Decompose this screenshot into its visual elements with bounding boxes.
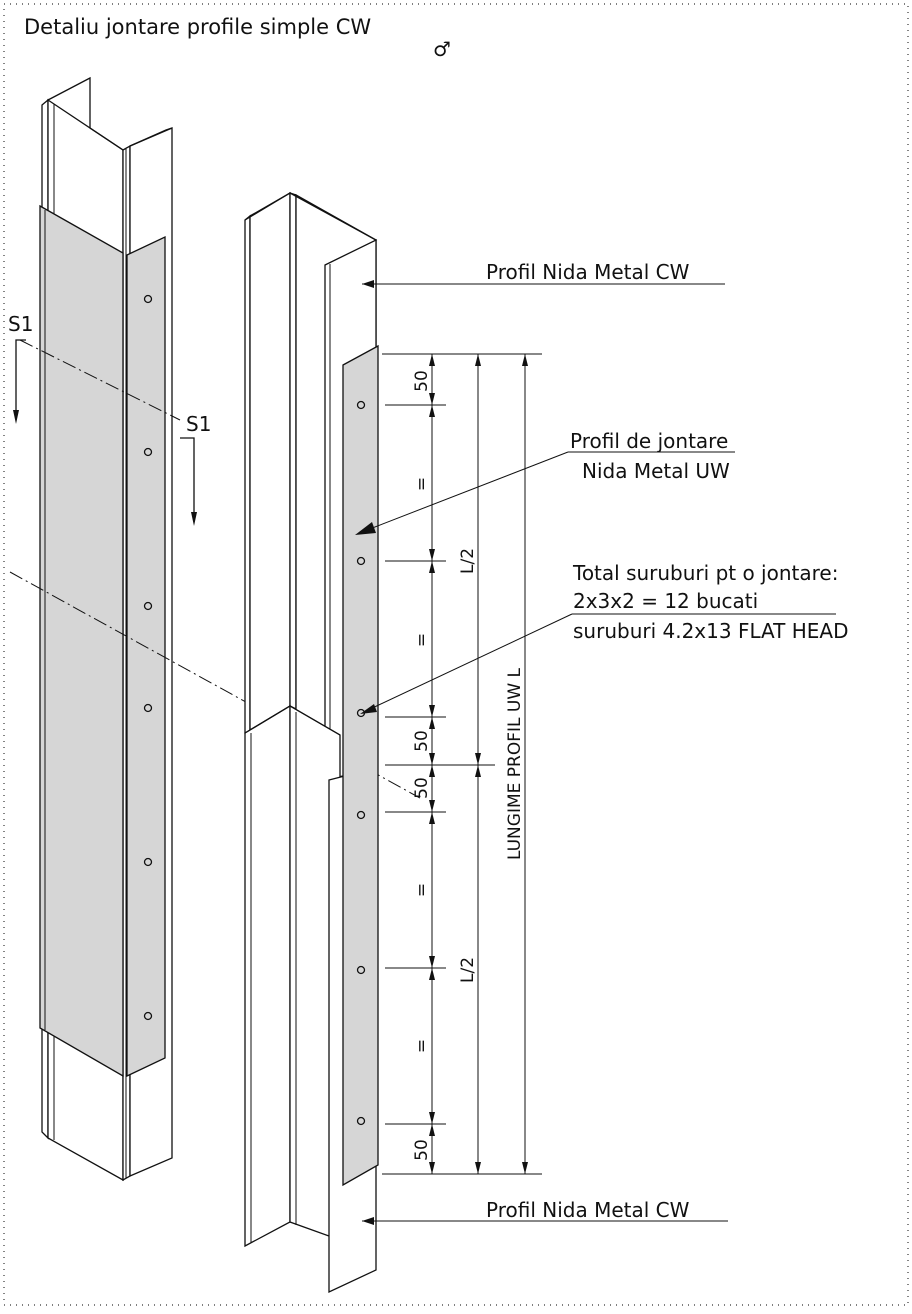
screw — [143, 857, 153, 867]
screw — [143, 601, 153, 611]
dim-edge-bottom: 50 — [412, 1139, 432, 1161]
left-joint-plate-front — [39, 204, 124, 1078]
screw — [143, 447, 153, 457]
label-joint-line2: Nida Metal UW — [582, 459, 730, 483]
screw — [356, 556, 366, 566]
label-screws-line1: Total suruburi pt o jontare: — [572, 561, 838, 585]
screw — [356, 400, 366, 410]
section-line — [19, 339, 181, 421]
dim-equal-3: = — [412, 883, 432, 897]
right-screws — [356, 400, 366, 1126]
dim-edge-top: 50 — [412, 370, 432, 392]
screw — [143, 1011, 153, 1021]
label-joint-line1: Profil de jontare — [570, 429, 728, 453]
screw — [143, 703, 153, 713]
dim-equal-4: = — [412, 1039, 432, 1053]
label-profile-cw-bottom: Profil Nida Metal CW — [486, 1198, 690, 1222]
dim-half-upper: L/2 — [458, 548, 478, 574]
dimension-lines: 50 = = 50 50 = = 50 L/2 L/2 LUNGIME PROF… — [382, 353, 542, 1175]
north-symbol: ♂ — [433, 37, 451, 61]
dim-equal-1: = — [412, 477, 432, 491]
lower-cw-web — [244, 704, 291, 1248]
dim-mid-upper: 50 — [412, 730, 432, 752]
screw — [356, 810, 366, 820]
dim-equal-2: = — [412, 633, 432, 647]
upper-cw-flange — [244, 214, 251, 734]
screw — [356, 1116, 366, 1126]
dim-total-length: LUNGIME PROFIL UW L — [505, 667, 525, 860]
label-profile-cw-top: Profil Nida Metal CW — [486, 260, 690, 284]
left-screws — [143, 294, 153, 1021]
screw — [143, 294, 153, 304]
chain-arrows — [429, 354, 435, 1174]
sheet-border — [3, 3, 909, 1306]
callouts: Profil Nida Metal CW Profil de jontare N… — [355, 260, 849, 1225]
label-screws-line2: 2x3x2 = 12 bucati — [573, 589, 758, 613]
label-screws-line3: suruburi 4.2x13 FLAT HEAD — [573, 619, 849, 643]
right-exploded-view — [244, 191, 379, 1294]
left-assembly-view: S1 S1 — [8, 76, 421, 1182]
dim-half-lower: L/2 — [458, 957, 478, 983]
screw — [356, 965, 366, 975]
drawing-title: Detaliu jontare profile simple CW — [24, 15, 371, 39]
left-cw-top-edge — [47, 76, 124, 151]
left-joint-plate-side — [126, 235, 166, 1078]
right-joint-plate — [342, 344, 379, 1187]
dim-mid-lower: 50 — [412, 777, 432, 799]
section-label-right: S1 — [186, 412, 211, 436]
section-label-left: S1 — [8, 312, 33, 336]
upper-cw-web — [249, 191, 291, 732]
